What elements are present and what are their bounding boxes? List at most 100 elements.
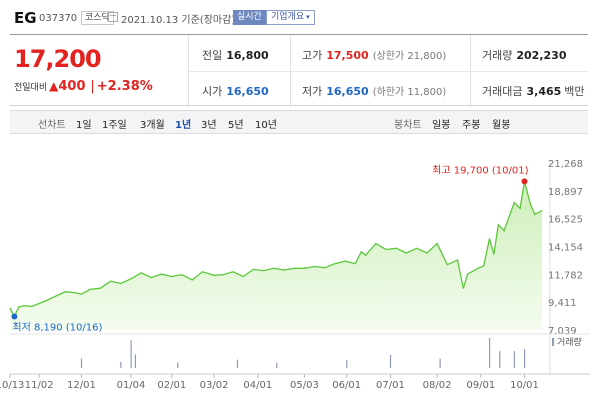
- company-info-dropdown[interactable]: 기업개요 ▾: [266, 10, 315, 25]
- current-price-box: 17,200 전일대비 ▲400 | +2.38%: [10, 35, 188, 107]
- price-point: [54, 295, 56, 297]
- price-point: [436, 243, 438, 245]
- up-arrow-icon: ▲: [49, 79, 59, 93]
- volume-bar: [513, 351, 515, 368]
- price-point: [456, 259, 459, 261]
- candle-tab-monthly[interactable]: 월봉: [492, 120, 511, 131]
- price-point: [273, 267, 275, 269]
- price-point: [519, 207, 521, 209]
- stock-code: 037370: [39, 13, 78, 24]
- period-tab-1w[interactable]: 1주일: [102, 120, 127, 131]
- price-point: [477, 267, 479, 269]
- x-tick-label: 09/01: [466, 380, 495, 391]
- amount-label: 거래대금: [482, 85, 523, 98]
- volume-bar: [499, 351, 501, 368]
- prev-close-label: 전일: [202, 49, 223, 62]
- price-point: [488, 238, 491, 240]
- price-point: [38, 302, 40, 305]
- price-point: [493, 253, 495, 255]
- price-point: [201, 271, 203, 273]
- price-point: [89, 288, 91, 290]
- change-separator: |: [90, 79, 95, 94]
- price-point: [344, 260, 346, 262]
- price-point: [334, 263, 336, 265]
- line-chart-label: 선차트: [38, 120, 66, 131]
- x-tick-label: 01/04: [117, 380, 146, 391]
- price-chart: 21,268 18,897 16,525 14,154 11,782 9,411 7,039…: [0, 140, 600, 405]
- amount-cell: 거래대금 3,465 백만: [482, 83, 589, 99]
- realtime-button[interactable]: 실시간: [233, 10, 266, 25]
- stock-name: EG: [14, 9, 37, 27]
- x-tick-label: 05/03: [290, 380, 319, 391]
- volume-bar: [346, 360, 348, 368]
- change-rate: +2.38%: [96, 79, 153, 94]
- price-point: [303, 267, 305, 269]
- volume-bar: [134, 354, 136, 368]
- price-point: [75, 292, 77, 294]
- price-point: [283, 269, 285, 271]
- volume-value: 202,230: [516, 49, 567, 62]
- upper-limit: (상한가 21,800): [372, 51, 447, 62]
- price-point: [120, 282, 122, 285]
- candle-tab-daily[interactable]: 일봉: [432, 120, 451, 131]
- price-point: [24, 305, 26, 307]
- price-point: [354, 263, 356, 265]
- chart-period-bar: 선차트 1일 1주일 3개월 1년 3년 5년 10년 봉차트 일봉 주봉 월봉: [10, 110, 588, 134]
- prev-close-value: 16,800: [226, 49, 269, 62]
- price-point: [529, 203, 531, 205]
- price-point: [462, 287, 464, 289]
- open-cell: 시가 16,650: [202, 83, 269, 99]
- volume-bar: [524, 349, 526, 369]
- price-point: [242, 275, 244, 278]
- change-label: 전일대비: [14, 83, 48, 93]
- y-tick-label: 21,268: [548, 159, 583, 170]
- low-marker-label: 최저 8,190 (10/16): [12, 322, 102, 334]
- price-point: [416, 247, 418, 249]
- price-point: [213, 274, 215, 276]
- lower-limit: (하한가 11,800): [372, 87, 447, 98]
- price-point: [483, 265, 485, 267]
- candle-tab-weekly[interactable]: 주봉: [462, 120, 481, 131]
- amount-unit: 백만: [564, 85, 585, 98]
- y-tick-label: 18,897: [548, 187, 583, 198]
- y-tick-label: 7,039: [548, 326, 577, 337]
- volume-bar: [439, 358, 441, 368]
- price-chart-svg: 21,268 18,897 16,525 14,154 11,782 9,411 7,039…: [0, 159, 590, 391]
- price-point: [110, 280, 112, 282]
- price-point: [314, 265, 316, 268]
- prev-close-cell: 전일 16,800: [202, 47, 269, 63]
- period-tab-1d[interactable]: 1일: [76, 120, 92, 131]
- chevron-down-icon: ▾: [306, 13, 310, 21]
- volume-bar: [389, 354, 392, 368]
- price-point: [64, 291, 66, 293]
- price-point: [467, 273, 469, 275]
- candle-chart-label: 봉차트: [394, 120, 422, 131]
- x-tick-label: 04/01: [243, 380, 272, 391]
- price-point: [18, 306, 20, 308]
- price-point: [293, 267, 295, 269]
- price-point: [171, 275, 173, 278]
- change-amount: 400: [58, 79, 86, 94]
- period-tab-10y[interactable]: 10년: [255, 120, 277, 131]
- period-tab-3m[interactable]: 3개월: [140, 120, 165, 131]
- x-tick-label: 10/01: [510, 380, 539, 391]
- calendar-icon: [108, 12, 118, 22]
- x-tick-label: 08/02: [423, 380, 452, 391]
- price-point: [497, 224, 499, 226]
- period-tab-3y[interactable]: 3년: [201, 120, 217, 131]
- volume-bar: [120, 362, 122, 368]
- price-change-row: 전일대비 ▲400 | +2.38%: [14, 79, 153, 94]
- open-value: 16,650: [226, 85, 269, 98]
- period-tab-1y[interactable]: 1년: [175, 120, 192, 131]
- x-tick-label: 02/01: [157, 380, 186, 391]
- price-point: [31, 305, 33, 307]
- period-tab-5y[interactable]: 5년: [228, 120, 244, 131]
- price-point: [395, 247, 397, 249]
- volume-bar: [489, 338, 491, 368]
- date-label: 2021.10.13 기준(장마감): [121, 15, 236, 26]
- price-point: [385, 248, 387, 251]
- x-tick-label: 03/02: [200, 380, 229, 391]
- price-point: [375, 243, 377, 245]
- price-point: [426, 252, 428, 254]
- price-point: [140, 272, 142, 274]
